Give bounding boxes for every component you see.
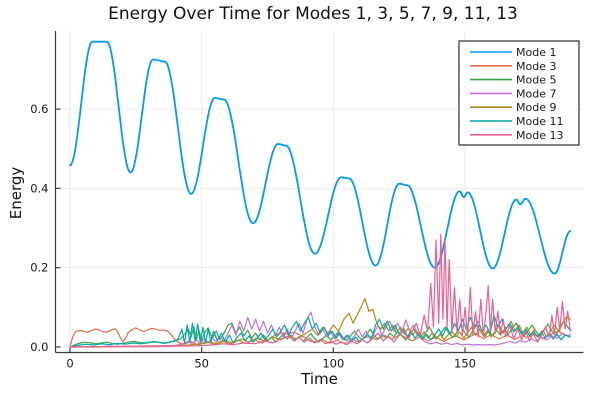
series-line-mode-13 (69, 233, 571, 348)
series-line-mode-3 (69, 327, 571, 348)
series-line-mode-1 (69, 40, 572, 275)
series-line-mode-7 (69, 311, 571, 348)
legend-label-4: Mode 7 (516, 87, 556, 100)
chart-title: Energy Over Time for Modes 1, 3, 5, 7, 9… (108, 4, 518, 24)
y-tick-label: 0.4 (30, 181, 48, 195)
y-tick-label: 0.2 (30, 261, 48, 275)
x-axis-label: Time (301, 370, 338, 388)
series-line-mode-11 (69, 314, 571, 348)
legend-label-6: Mode 11 (516, 115, 563, 128)
legend-label-5: Mode 9 (516, 101, 556, 114)
legend-label-7: Mode 13 (516, 129, 563, 142)
legend-label-3: Mode 5 (516, 74, 556, 87)
x-tick-label: 0 (66, 357, 73, 371)
y-tick-label: 0.6 (30, 102, 48, 116)
x-tick-label: 50 (194, 357, 209, 371)
y-tick-label: 0.0 (30, 340, 48, 354)
series-line-mode-5 (69, 320, 571, 348)
legend-label-1: Mode 1 (516, 46, 556, 59)
y-axis-label: Energy (7, 166, 25, 220)
x-tick-label: 150 (454, 357, 476, 371)
x-tick-label: 100 (322, 357, 344, 371)
legend-label-2: Mode 3 (516, 60, 556, 73)
